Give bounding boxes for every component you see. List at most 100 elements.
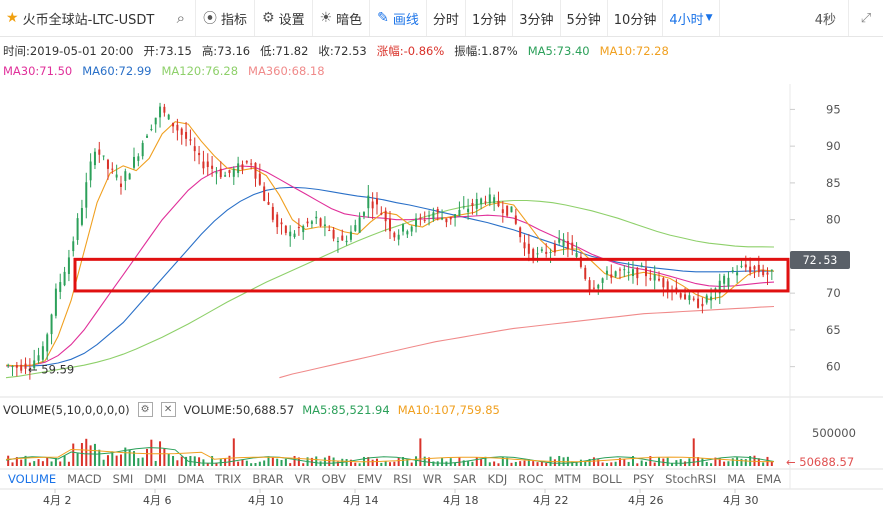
volume-bar	[20, 459, 23, 466]
volume-bar	[354, 462, 357, 466]
candle-body	[766, 272, 769, 275]
candle-body	[159, 106, 162, 118]
draw-button[interactable]: ✎ 画线	[370, 0, 427, 36]
tab-rsi[interactable]: RSI	[393, 472, 412, 486]
candle-body	[757, 264, 760, 273]
volume-bar	[59, 461, 62, 466]
candle-body	[736, 272, 739, 276]
tab-wr[interactable]: WR	[422, 472, 443, 486]
tab-macd[interactable]: MACD	[67, 472, 102, 486]
tab-volume[interactable]: VOLUME	[8, 472, 57, 486]
volume-bar	[488, 462, 491, 466]
volume-bar	[480, 459, 483, 466]
candle-body	[115, 174, 118, 178]
volume-bar	[254, 462, 257, 466]
tab-psy[interactable]: PSY	[632, 472, 655, 486]
fullscreen-icon[interactable]: ⤢	[848, 0, 883, 36]
gear-icon[interactable]: ⚙	[137, 402, 153, 417]
chart-icon: ⦿	[203, 11, 217, 27]
timeframe-3m[interactable]: 3分钟	[513, 0, 561, 36]
timeframe-fenshi[interactable]: 分时	[427, 0, 466, 36]
volume-bar	[115, 455, 118, 466]
timeframe-5m[interactable]: 5分钟	[561, 0, 608, 36]
candle-body	[215, 172, 218, 174]
candle-body	[705, 295, 708, 303]
volume-bar	[176, 460, 179, 466]
candle-body	[258, 173, 261, 185]
tab-mtm[interactable]: MTM	[554, 472, 582, 486]
candle-body	[98, 149, 101, 155]
tab-brar[interactable]: BRAR	[252, 472, 284, 486]
price-axis-label: 60	[826, 360, 841, 374]
date-axis-label: 4月 10	[248, 494, 284, 507]
volume-bar	[484, 456, 487, 466]
candle-body	[471, 203, 474, 206]
candle-body	[658, 278, 661, 281]
volume-bar	[770, 461, 773, 466]
volume-bar	[389, 462, 391, 466]
tab-boll[interactable]: BOLL	[592, 472, 622, 486]
tab-roc[interactable]: ROC	[518, 472, 544, 486]
indicators-button[interactable]: ⦿ 指标	[196, 0, 256, 36]
refresh-interval: 4秒	[814, 12, 836, 28]
tab-ema[interactable]: EMA	[756, 472, 782, 486]
tab-vr[interactable]: VR	[294, 472, 311, 486]
candle-body	[319, 218, 322, 226]
volume-bar	[54, 458, 57, 466]
tab-smi[interactable]: SMI	[112, 472, 134, 486]
close-icon[interactable]: ✕	[160, 402, 176, 417]
search-icon[interactable]: ⌕	[176, 9, 185, 27]
candle-body	[189, 139, 192, 141]
volume-bar	[753, 455, 756, 466]
info-ma30: MA30:71.50	[3, 64, 73, 78]
candle-body	[102, 155, 105, 157]
candle-body	[310, 221, 313, 224]
volume-bar	[419, 438, 422, 466]
price-axis-label: 80	[826, 213, 841, 227]
timeframe-1m[interactable]: 1分钟	[466, 0, 514, 36]
tab-ma[interactable]: MA	[727, 472, 746, 486]
volume-bar	[358, 463, 361, 466]
candle-body	[527, 243, 530, 254]
tab-obv[interactable]: OBV	[321, 472, 346, 486]
candle-body	[406, 231, 409, 235]
tab-trix[interactable]: TRIX	[215, 472, 242, 486]
volume-bar	[384, 461, 387, 466]
volume-bar	[215, 462, 218, 466]
tab-stochrsi[interactable]: StochRSI	[665, 472, 717, 486]
theme-button[interactable]: ☀ 暗色	[313, 0, 371, 36]
tab-sar[interactable]: SAR	[453, 472, 477, 486]
candle-body	[410, 226, 413, 232]
candle-body	[653, 274, 656, 281]
info-ma10: MA10:72.28	[599, 44, 669, 58]
volume-bar	[111, 451, 114, 466]
tab-kdj[interactable]: KDJ	[487, 472, 508, 486]
settings-label: 设置	[278, 12, 305, 28]
candle-body	[33, 360, 36, 369]
volume-bar	[692, 438, 695, 466]
candle-body	[341, 235, 344, 241]
volume-bar	[640, 460, 643, 466]
timeframe-label: 分时	[432, 12, 459, 28]
timeframe-4h-dropdown[interactable]: 4小时 ▼	[663, 0, 720, 36]
tab-dma[interactable]: DMA	[177, 472, 205, 486]
volume-bar	[371, 459, 374, 466]
indicators-label: 指标	[221, 12, 248, 28]
tab-emv[interactable]: EMV	[357, 472, 383, 486]
volume-bar	[302, 463, 305, 466]
volume-bar	[558, 455, 561, 466]
timeframe-10m[interactable]: 10分钟	[608, 0, 664, 36]
draw-label: 画线	[392, 12, 419, 28]
volume-bar	[441, 457, 444, 466]
ohlc-info: 时间:2019-05-01 20:00 开:73.15 高:73.16 低:71.82…	[3, 43, 679, 59]
settings-button[interactable]: ⚙ 设置	[255, 0, 313, 36]
star-icon[interactable]: ★	[6, 10, 19, 26]
volume-bar	[736, 457, 739, 466]
price-axis-label: 95	[826, 102, 841, 116]
symbol-title[interactable]: ★ 火币全球站-LTC-USDT ⌕	[0, 0, 196, 36]
volume-bar	[540, 461, 543, 466]
tab-dmi[interactable]: DMI	[144, 472, 167, 486]
volume-bar	[163, 448, 166, 466]
volume-bar	[119, 454, 122, 466]
